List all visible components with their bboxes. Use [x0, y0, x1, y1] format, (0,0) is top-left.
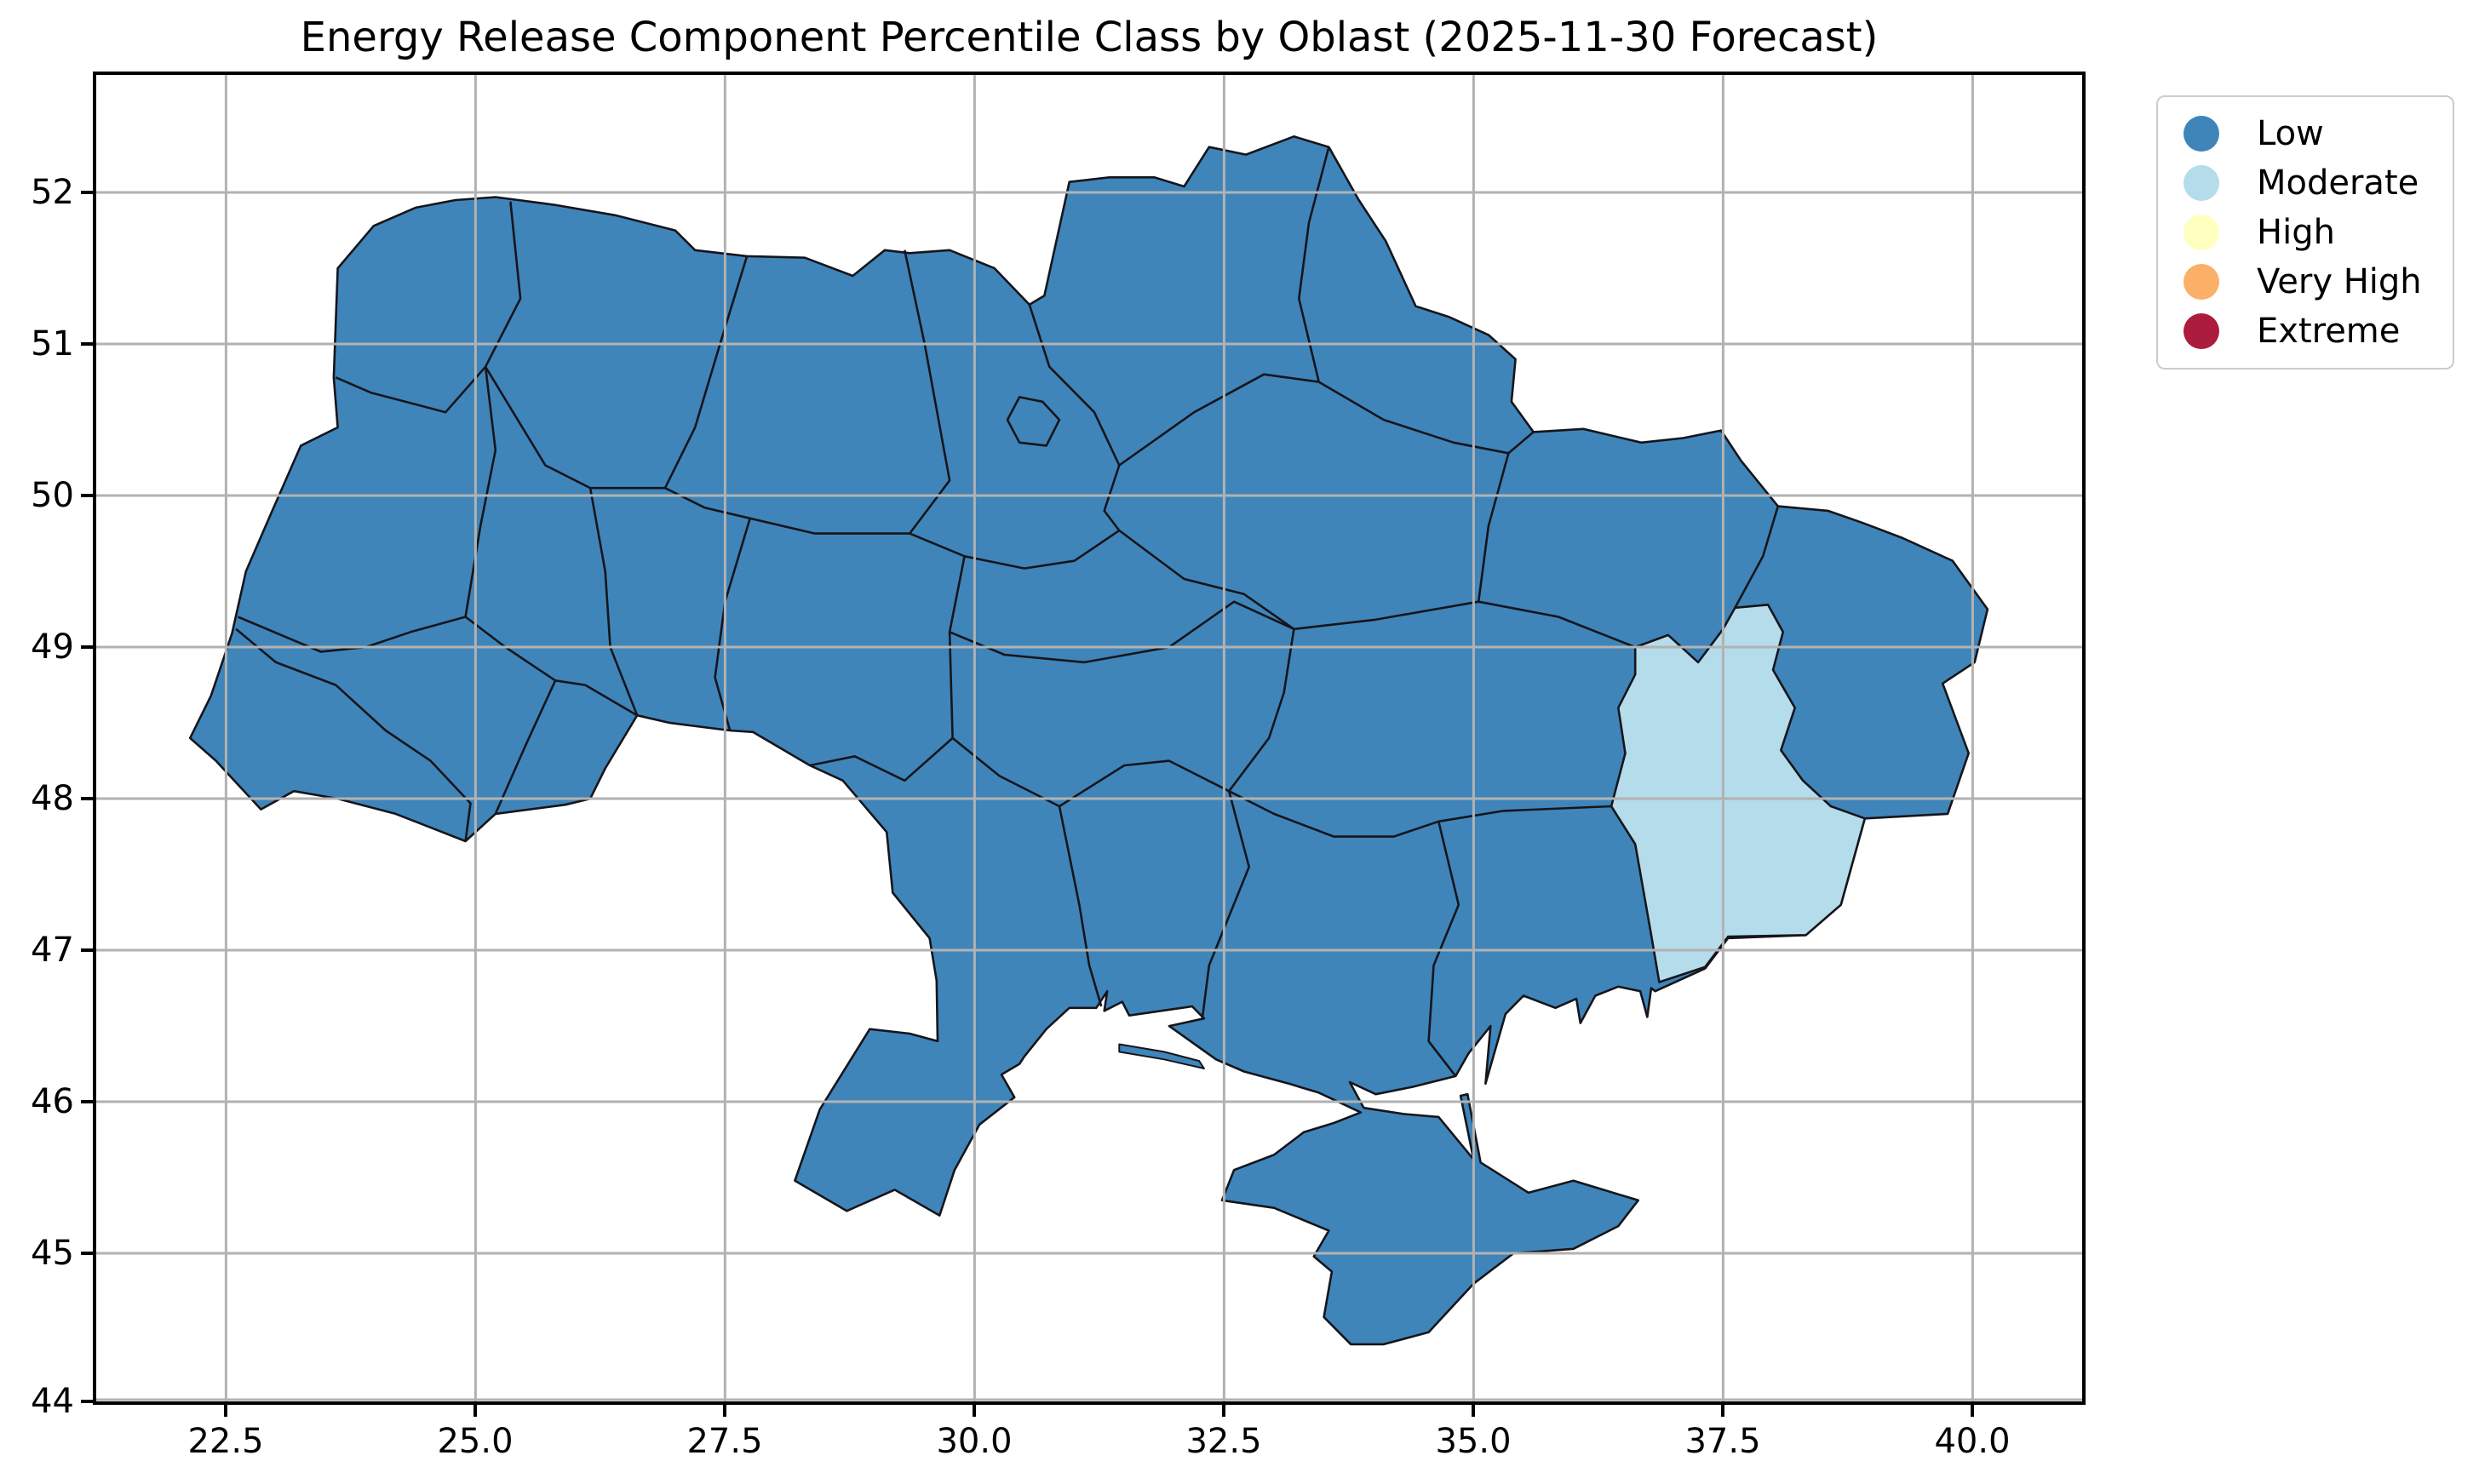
- oblast-border-line: [1201, 790, 1250, 1021]
- legend-label: Moderate: [2257, 163, 2419, 203]
- x-tick-mark: [973, 1405, 976, 1417]
- oblast-border-line: [949, 600, 1294, 664]
- y-tick-label: 51: [31, 324, 74, 364]
- plot-border: [93, 72, 2086, 1405]
- legend-item: Extreme: [2183, 307, 2439, 356]
- y-tick-mark: [81, 1100, 93, 1103]
- oblast-border-line: [964, 530, 1121, 570]
- y-tick-label: 49: [31, 627, 74, 667]
- y-tick-mark: [81, 1252, 93, 1255]
- oblast-border-line: [588, 487, 639, 716]
- region-donetsk: [1610, 603, 1867, 983]
- legend-label: Extreme: [2257, 312, 2401, 351]
- oblast-border-line: [714, 518, 751, 731]
- grid-lines: [96, 75, 2082, 1401]
- oblast-border-line: [1028, 304, 1121, 531]
- legend-label: Low: [2257, 114, 2324, 153]
- x-tick-label: 27.5: [686, 1422, 763, 1461]
- oblast-border-line: [1477, 452, 1510, 602]
- oblast-border-line: [1734, 506, 1780, 609]
- legend-marker-very-high-icon: [2183, 264, 2219, 300]
- oblast-border-line: [237, 366, 497, 653]
- map-regions: [188, 135, 1989, 1346]
- y-tick-mark: [81, 797, 93, 800]
- y-tick-mark: [81, 191, 93, 194]
- x-tick-mark: [723, 1405, 726, 1417]
- oblast-border-line: [1298, 146, 1330, 382]
- y-tick-mark: [81, 948, 93, 952]
- x-tick-label: 22.5: [187, 1422, 264, 1461]
- oblast-border-line: [951, 736, 1060, 808]
- x-tick-label: 37.5: [1684, 1422, 1761, 1461]
- oblast-border-line: [1118, 373, 1319, 467]
- x-tick-mark: [1222, 1405, 1225, 1417]
- oblast-border-line: [1294, 600, 1636, 649]
- oblast-border-line: [809, 556, 966, 782]
- oblast-border-line: [1228, 790, 1439, 838]
- x-tick-mark: [1971, 1405, 1974, 1417]
- oblast-border-line: [1118, 530, 1295, 630]
- region-tendra-spit: [1118, 1043, 1205, 1069]
- oblast-border-line: [1427, 821, 1460, 1077]
- oblast-border-line: [1059, 759, 1230, 808]
- y-tick-mark: [81, 645, 93, 649]
- legend: Low Moderate High Very High Extreme: [2156, 95, 2454, 370]
- legend-marker-moderate-icon: [2183, 165, 2219, 201]
- y-tick-label: 48: [31, 779, 74, 818]
- y-tick-label: 45: [31, 1234, 74, 1273]
- legend-item: Very High: [2183, 257, 2439, 307]
- x-tick-mark: [473, 1405, 477, 1417]
- x-tick-mark: [224, 1405, 227, 1417]
- y-tick-label: 47: [31, 931, 74, 970]
- y-tick-mark: [81, 342, 93, 346]
- legend-item: Moderate: [2183, 158, 2439, 208]
- x-tick-label: 35.0: [1435, 1422, 1512, 1461]
- y-tick-label: 46: [31, 1082, 74, 1121]
- legend-item: Low: [2183, 109, 2439, 158]
- oblast-border-line: [494, 679, 557, 815]
- x-tick-label: 32.5: [1185, 1422, 1262, 1461]
- x-tick-mark: [1721, 1405, 1724, 1417]
- oblast-border-line: [664, 487, 966, 558]
- y-tick-mark: [81, 494, 93, 497]
- y-tick-label: 44: [31, 1382, 74, 1421]
- oblast-border-line: [235, 627, 472, 842]
- y-tick-label: 52: [31, 173, 74, 212]
- legend-marker-low-icon: [2183, 116, 2219, 152]
- oblast-border-line: [1318, 381, 1535, 455]
- x-tick-label: 40.0: [1934, 1422, 2011, 1461]
- region-ukraine-mainland: [188, 135, 1989, 1346]
- oblast-border-line: [1058, 805, 1103, 1007]
- x-tick-mark: [1472, 1405, 1475, 1417]
- map-plot: [96, 75, 2082, 1401]
- legend-label: High: [2257, 213, 2335, 252]
- oblast-borders: [235, 146, 1780, 1077]
- legend-marker-extreme-icon: [2183, 313, 2219, 349]
- x-tick-label: 30.0: [936, 1422, 1013, 1461]
- region-kyiv-city: [1006, 396, 1061, 447]
- y-tick-label: 50: [31, 476, 74, 515]
- chart-title: Energy Release Component Percentile Clas…: [300, 14, 1879, 61]
- oblast-border-line: [1228, 628, 1295, 792]
- y-tick-mark: [81, 1400, 93, 1403]
- oblast-border-line: [335, 201, 522, 414]
- legend-marker-high-icon: [2183, 215, 2219, 250]
- oblast-border-line: [1438, 805, 1612, 823]
- legend-label: Very High: [2257, 262, 2422, 301]
- legend-item: High: [2183, 208, 2439, 257]
- oblast-border-line: [904, 249, 951, 535]
- x-tick-label: 25.0: [437, 1422, 514, 1461]
